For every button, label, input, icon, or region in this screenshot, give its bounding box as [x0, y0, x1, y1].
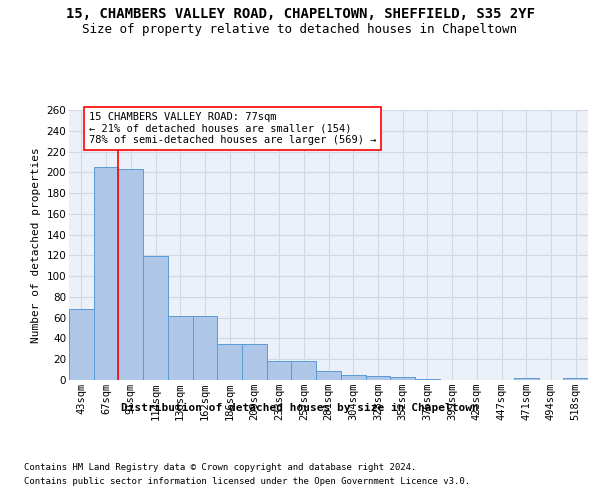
Bar — [267, 362, 292, 380]
Bar — [143, 256, 168, 380]
Text: Size of property relative to detached houses in Chapeltown: Size of property relative to detached ho… — [83, 22, 517, 36]
Bar — [118, 169, 143, 380]
Bar — [415, 379, 440, 380]
Bar — [514, 378, 539, 380]
Text: Distribution of detached houses by size in Chapeltown: Distribution of detached houses by size … — [121, 402, 479, 412]
Y-axis label: Number of detached properties: Number of detached properties — [31, 147, 41, 343]
Bar — [563, 378, 588, 380]
Bar — [217, 344, 242, 380]
Text: Contains public sector information licensed under the Open Government Licence v3: Contains public sector information licen… — [24, 478, 470, 486]
Text: Contains HM Land Registry data © Crown copyright and database right 2024.: Contains HM Land Registry data © Crown c… — [24, 462, 416, 471]
Text: 15, CHAMBERS VALLEY ROAD, CHAPELTOWN, SHEFFIELD, S35 2YF: 15, CHAMBERS VALLEY ROAD, CHAPELTOWN, SH… — [65, 8, 535, 22]
Bar — [316, 370, 341, 380]
Bar — [94, 167, 118, 380]
Text: 15 CHAMBERS VALLEY ROAD: 77sqm
← 21% of detached houses are smaller (154)
78% of: 15 CHAMBERS VALLEY ROAD: 77sqm ← 21% of … — [89, 112, 376, 146]
Bar — [242, 344, 267, 380]
Bar — [292, 362, 316, 380]
Bar — [193, 316, 217, 380]
Bar — [365, 376, 390, 380]
Bar — [168, 316, 193, 380]
Bar — [341, 375, 365, 380]
Bar — [390, 377, 415, 380]
Bar — [69, 310, 94, 380]
